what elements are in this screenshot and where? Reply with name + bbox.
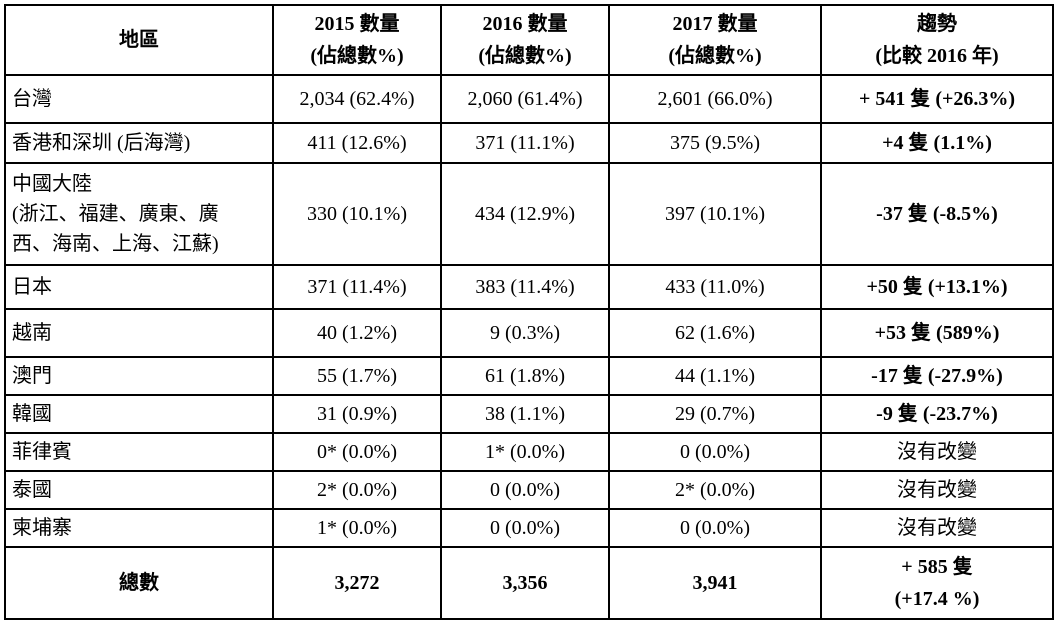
trend-cell: 沒有改變: [820, 432, 1054, 472]
trend-cell: -17 隻 (-27.9%): [820, 356, 1054, 396]
header-2015: 2015 數量 (佔總數%): [272, 4, 442, 76]
region-cell: 澳門: [4, 356, 274, 396]
value-2016-cell: 371 (11.1%): [440, 122, 610, 164]
trend-cell: +53 隻 (589%): [820, 308, 1054, 358]
value-2017-cell: 2* (0.0%): [608, 470, 822, 510]
value-2015-cell: 0* (0.0%): [272, 432, 442, 472]
table-body: 台灣 2,034 (62.4%) 2,060 (61.4%) 2,601 (66.0%…: [4, 74, 1054, 548]
table-row: 越南 40 (1.2%) 9 (0.3%) 62 (1.6%) +53 隻 (589%): [4, 308, 1054, 358]
table-row: 日本 371 (11.4%) 383 (11.4%) 433 (11.0%) +50 隻…: [4, 264, 1054, 310]
region-cell: 台灣: [4, 74, 274, 124]
region-cell: 柬埔寨: [4, 508, 274, 548]
table-row: 泰國 2* (0.0%) 0 (0.0%) 2* (0.0%) 沒有改變: [4, 470, 1054, 510]
trend-cell: +50 隻 (+13.1%): [820, 264, 1054, 310]
table-row: 中國大陸 (浙江、福建、廣東、廣 西、海南、上海、江蘇) 330 (10.1%) 434…: [4, 162, 1054, 266]
value-2017-cell: 0 (0.0%): [608, 432, 822, 472]
value-2015-cell: 411 (12.6%): [272, 122, 442, 164]
value-2016-cell: 2,060 (61.4%): [440, 74, 610, 124]
value-2017-cell: 44 (1.1%): [608, 356, 822, 396]
header-row: 地區 2015 數量 (佔總數%) 2016 數量 (佔總數%) 2017 數量 (佔…: [4, 4, 1054, 76]
trend-cell: -9 隻 (-23.7%): [820, 394, 1054, 434]
table-row: 柬埔寨 1* (0.0%) 0 (0.0%) 0 (0.0%) 沒有改變: [4, 508, 1054, 548]
value-2016-cell: 0 (0.0%): [440, 508, 610, 548]
total-2016: 3,356: [440, 546, 610, 620]
table-row: 台灣 2,034 (62.4%) 2,060 (61.4%) 2,601 (66.0%…: [4, 74, 1054, 124]
value-2016-cell: 38 (1.1%): [440, 394, 610, 434]
value-2016-cell: 0 (0.0%): [440, 470, 610, 510]
value-2015-cell: 31 (0.9%): [272, 394, 442, 434]
table-row: 菲律賓 0* (0.0%) 1* (0.0%) 0 (0.0%) 沒有改變: [4, 432, 1054, 472]
region-cell: 中國大陸 (浙江、福建、廣東、廣 西、海南、上海、江蘇): [4, 162, 274, 266]
total-label: 總數: [4, 546, 274, 620]
value-2016-cell: 1* (0.0%): [440, 432, 610, 472]
trend-cell: 沒有改變: [820, 470, 1054, 510]
value-2017-cell: 62 (1.6%): [608, 308, 822, 358]
value-2017-cell: 29 (0.7%): [608, 394, 822, 434]
region-cell: 日本: [4, 264, 274, 310]
total-2017: 3,941: [608, 546, 822, 620]
region-cell: 越南: [4, 308, 274, 358]
header-2017: 2017 數量 (佔總數%): [608, 4, 822, 76]
value-2017-cell: 2,601 (66.0%): [608, 74, 822, 124]
trend-cell: + 541 隻 (+26.3%): [820, 74, 1054, 124]
trend-cell: +4 隻 (1.1%): [820, 122, 1054, 164]
value-2017-cell: 433 (11.0%): [608, 264, 822, 310]
value-2015-cell: 2* (0.0%): [272, 470, 442, 510]
value-2015-cell: 1* (0.0%): [272, 508, 442, 548]
value-2016-cell: 61 (1.8%): [440, 356, 610, 396]
region-cell: 香港和深圳 (后海灣): [4, 122, 274, 164]
value-2017-cell: 375 (9.5%): [608, 122, 822, 164]
table-row: 香港和深圳 (后海灣) 411 (12.6%) 371 (11.1%) 375 (9.…: [4, 122, 1054, 164]
value-2015-cell: 371 (11.4%): [272, 264, 442, 310]
table-row: 韓國 31 (0.9%) 38 (1.1%) 29 (0.7%) -9 隻 (-23.7…: [4, 394, 1054, 434]
value-2016-cell: 383 (11.4%): [440, 264, 610, 310]
trend-cell: -37 隻 (-8.5%): [820, 162, 1054, 266]
total-2015: 3,272: [272, 546, 442, 620]
value-2015-cell: 2,034 (62.4%): [272, 74, 442, 124]
value-2015-cell: 40 (1.2%): [272, 308, 442, 358]
region-cell: 菲律賓: [4, 432, 274, 472]
value-2016-cell: 9 (0.3%): [440, 308, 610, 358]
region-cell: 韓國: [4, 394, 274, 434]
header-trend: 趨勢 (比較 2016 年): [820, 4, 1054, 76]
header-region: 地區: [4, 4, 274, 76]
value-2015-cell: 330 (10.1%): [272, 162, 442, 266]
region-cell: 泰國: [4, 470, 274, 510]
table-row: 澳門 55 (1.7%) 61 (1.8%) 44 (1.1%) -17 隻 (-27.…: [4, 356, 1054, 396]
bird-count-table: 地區 2015 數量 (佔總數%) 2016 數量 (佔總數%) 2017 數量 (佔…: [4, 4, 1054, 620]
trend-cell: 沒有改變: [820, 508, 1054, 548]
value-2017-cell: 397 (10.1%): [608, 162, 822, 266]
header-2016: 2016 數量 (佔總數%): [440, 4, 610, 76]
value-2015-cell: 55 (1.7%): [272, 356, 442, 396]
value-2017-cell: 0 (0.0%): [608, 508, 822, 548]
total-row: 總數 3,272 3,356 3,941 + 585 隻 (+17.4 %): [4, 546, 1054, 620]
value-2016-cell: 434 (12.9%): [440, 162, 610, 266]
total-trend: + 585 隻 (+17.4 %): [820, 546, 1054, 620]
